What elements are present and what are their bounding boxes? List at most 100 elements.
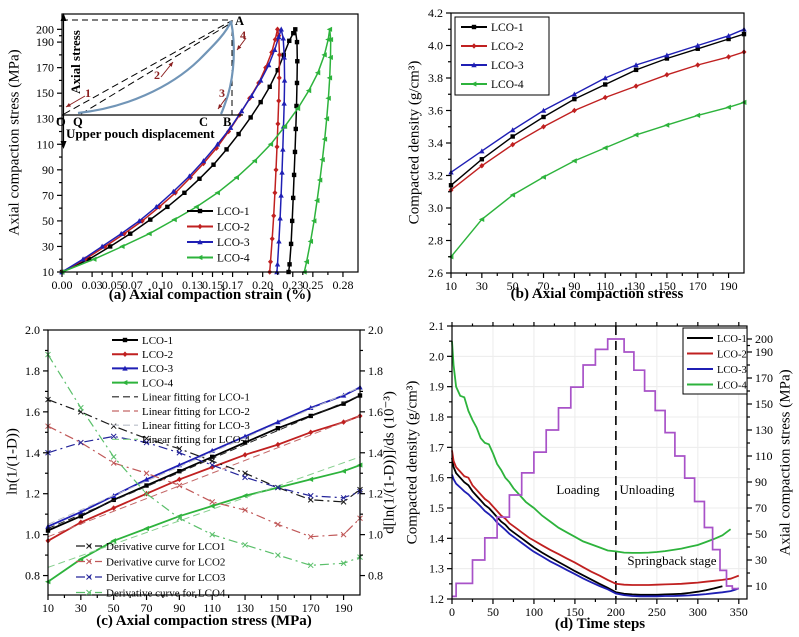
svg-text:LCO-1: LCO-1 [717, 334, 747, 345]
panel-b-caption: (b) Axial compaction stress [510, 286, 684, 302]
svg-text:2.0: 2.0 [368, 323, 383, 337]
svg-text:130: 130 [236, 601, 254, 615]
series-LCO-4 [448, 99, 747, 260]
svg-text:1.6: 1.6 [429, 471, 444, 485]
axes [43, 329, 365, 600]
inset-point-B: B [223, 115, 232, 129]
svg-text:130: 130 [627, 279, 645, 293]
legend-0: LCO-1 LCO-2 LCO-3 LCO-4 [454, 16, 550, 96]
chart-c-canvas: 10 30 50 70 90 110 130 150 170 190 0.8 1.0 1.2 1.4 1.6… [25, 323, 383, 615]
svg-text:1.8: 1.8 [25, 364, 40, 378]
svg-text:30: 30 [755, 553, 767, 567]
svg-text:350: 350 [730, 605, 748, 619]
inset-xlabel: Upper pouch displacement [66, 126, 215, 141]
svg-text:3.8: 3.8 [428, 71, 443, 85]
series-Derivative curve for LCO3 [45, 433, 363, 501]
svg-text:LCO-4: LCO-4 [717, 380, 747, 391]
legend-1: Derivative curve for LCO1 Derivative curv… [76, 541, 226, 599]
inset-stage-1: 1 [85, 86, 91, 100]
svg-text:200: 200 [607, 605, 625, 619]
svg-text:1.8: 1.8 [368, 364, 383, 378]
svg-text:10: 10 [42, 265, 54, 279]
svg-text:0.15: 0.15 [202, 278, 223, 292]
chart-d-canvas: 0 50 100 150 200 250 300 350 1.2 1.3 1.4 1.5 1.6 1.7 1… [429, 319, 773, 619]
svg-text:1.6: 1.6 [25, 405, 40, 419]
svg-text:130: 130 [36, 112, 54, 126]
svg-text:0.13: 0.13 [182, 278, 203, 292]
svg-text:4.2: 4.2 [428, 6, 443, 20]
svg-text:0.10: 0.10 [152, 278, 173, 292]
inset-point-O: O [56, 115, 66, 129]
svg-text:0.17: 0.17 [222, 278, 243, 292]
svg-text:70: 70 [755, 501, 767, 515]
panel-c-caption: (c) Axial compaction stress (MPa) [96, 613, 312, 629]
svg-text:1.8: 1.8 [429, 410, 444, 424]
annotation-unloading: Unloading [619, 482, 675, 497]
series-LCO-1 [451, 457, 723, 596]
inset-stage-3: 3 [219, 86, 225, 100]
svg-text:2.0: 2.0 [25, 323, 40, 337]
svg-text:LCO-3: LCO-3 [491, 60, 524, 72]
svg-text:50: 50 [507, 279, 519, 293]
legend-0: LCO-1 LCO-2 LCO-3 LCO-4 [187, 206, 250, 264]
svg-text:110: 110 [203, 601, 221, 615]
svg-text:LCO-1: LCO-1 [217, 206, 250, 218]
svg-text:200: 200 [755, 332, 773, 346]
svg-text:0.20: 0.20 [252, 278, 273, 292]
svg-text:70: 70 [42, 188, 54, 202]
svg-text:LCO-3: LCO-3 [217, 237, 250, 249]
svg-text:2.0: 2.0 [429, 349, 444, 363]
tick-labels: 0.00 0.03 0.05 0.07 0.10 0.13 0.15 0.17 0.20 0.23… [36, 22, 353, 292]
inset-schematic [60, 13, 247, 149]
series-LCO-3 [448, 26, 747, 175]
svg-text:0.23: 0.23 [282, 278, 303, 292]
panel-b: 10 30 50 70 90 110 130 150 170 190 2.6 2.8 3.0 3.2 3.4… [400, 0, 799, 318]
inset-point-Q: Q [73, 115, 83, 129]
svg-text:300: 300 [689, 605, 707, 619]
svg-text:1.4: 1.4 [368, 446, 383, 460]
svg-text:2.6: 2.6 [428, 266, 443, 280]
axes [57, 13, 359, 277]
svg-text:150: 150 [658, 279, 676, 293]
series-LCO-3 [451, 474, 740, 598]
svg-text:LCO-3: LCO-3 [142, 363, 174, 375]
svg-text:Derivative curve for LCO2: Derivative curve for LCO2 [106, 556, 225, 568]
svg-text:0.25: 0.25 [302, 278, 323, 292]
svg-text:0.00: 0.00 [52, 278, 73, 292]
svg-text:0: 0 [449, 605, 455, 619]
panel-d-ylabel: Compacted density (g/cm³) [404, 380, 421, 545]
svg-text:190: 190 [36, 35, 54, 49]
svg-text:1.4: 1.4 [429, 531, 444, 545]
svg-text:LCO-4: LCO-4 [142, 377, 174, 389]
svg-text:170: 170 [755, 371, 773, 385]
panel-d: 0 50 100 150 200 250 300 350 1.2 1.3 1.4 1.5 1.6 1.7 1… [400, 318, 799, 637]
svg-text:50: 50 [487, 605, 499, 619]
axes [446, 12, 745, 278]
inset-stage-4: 4 [240, 28, 246, 42]
svg-text:0.8: 0.8 [368, 569, 383, 583]
svg-text:110: 110 [755, 449, 773, 463]
tick-labels: 0 50 100 150 200 250 300 350 1.2 1.3 1.4 1.5 1.6 1.7 1… [429, 319, 773, 619]
svg-text:190: 190 [755, 345, 773, 359]
panel-d-caption: (d) Time steps [554, 616, 646, 632]
svg-text:0.8: 0.8 [25, 569, 40, 583]
panel-d-y2label: Axial compaction stress (MPa) [777, 369, 794, 556]
svg-text:2.8: 2.8 [428, 234, 443, 248]
series-Linear fitting for LCO-1 [47, 395, 361, 529]
svg-text:10: 10 [755, 579, 767, 593]
svg-text:190: 190 [720, 279, 738, 293]
series-LCO-4 [59, 26, 334, 275]
svg-text:LCO-1: LCO-1 [142, 335, 173, 347]
svg-text:150: 150 [566, 605, 584, 619]
series-LCO-3 [59, 26, 288, 275]
svg-text:Derivative curve for LCO3: Derivative curve for LCO3 [106, 572, 226, 584]
panel-b-ylabel: Compacted density (g/cm³) [406, 60, 423, 225]
svg-text:4.0: 4.0 [428, 39, 443, 53]
svg-text:1.6: 1.6 [368, 405, 383, 419]
svg-text:200: 200 [36, 22, 54, 36]
inset-stage-2: 2 [154, 68, 160, 82]
legend-0: LCO-1 LCO-2 LCO-3 LCO-4 Linear fitting for L… [112, 335, 250, 446]
svg-text:110: 110 [36, 137, 54, 151]
inset-point-A: A [235, 14, 245, 28]
series-Linear fitting for LCO-2 [47, 415, 361, 538]
